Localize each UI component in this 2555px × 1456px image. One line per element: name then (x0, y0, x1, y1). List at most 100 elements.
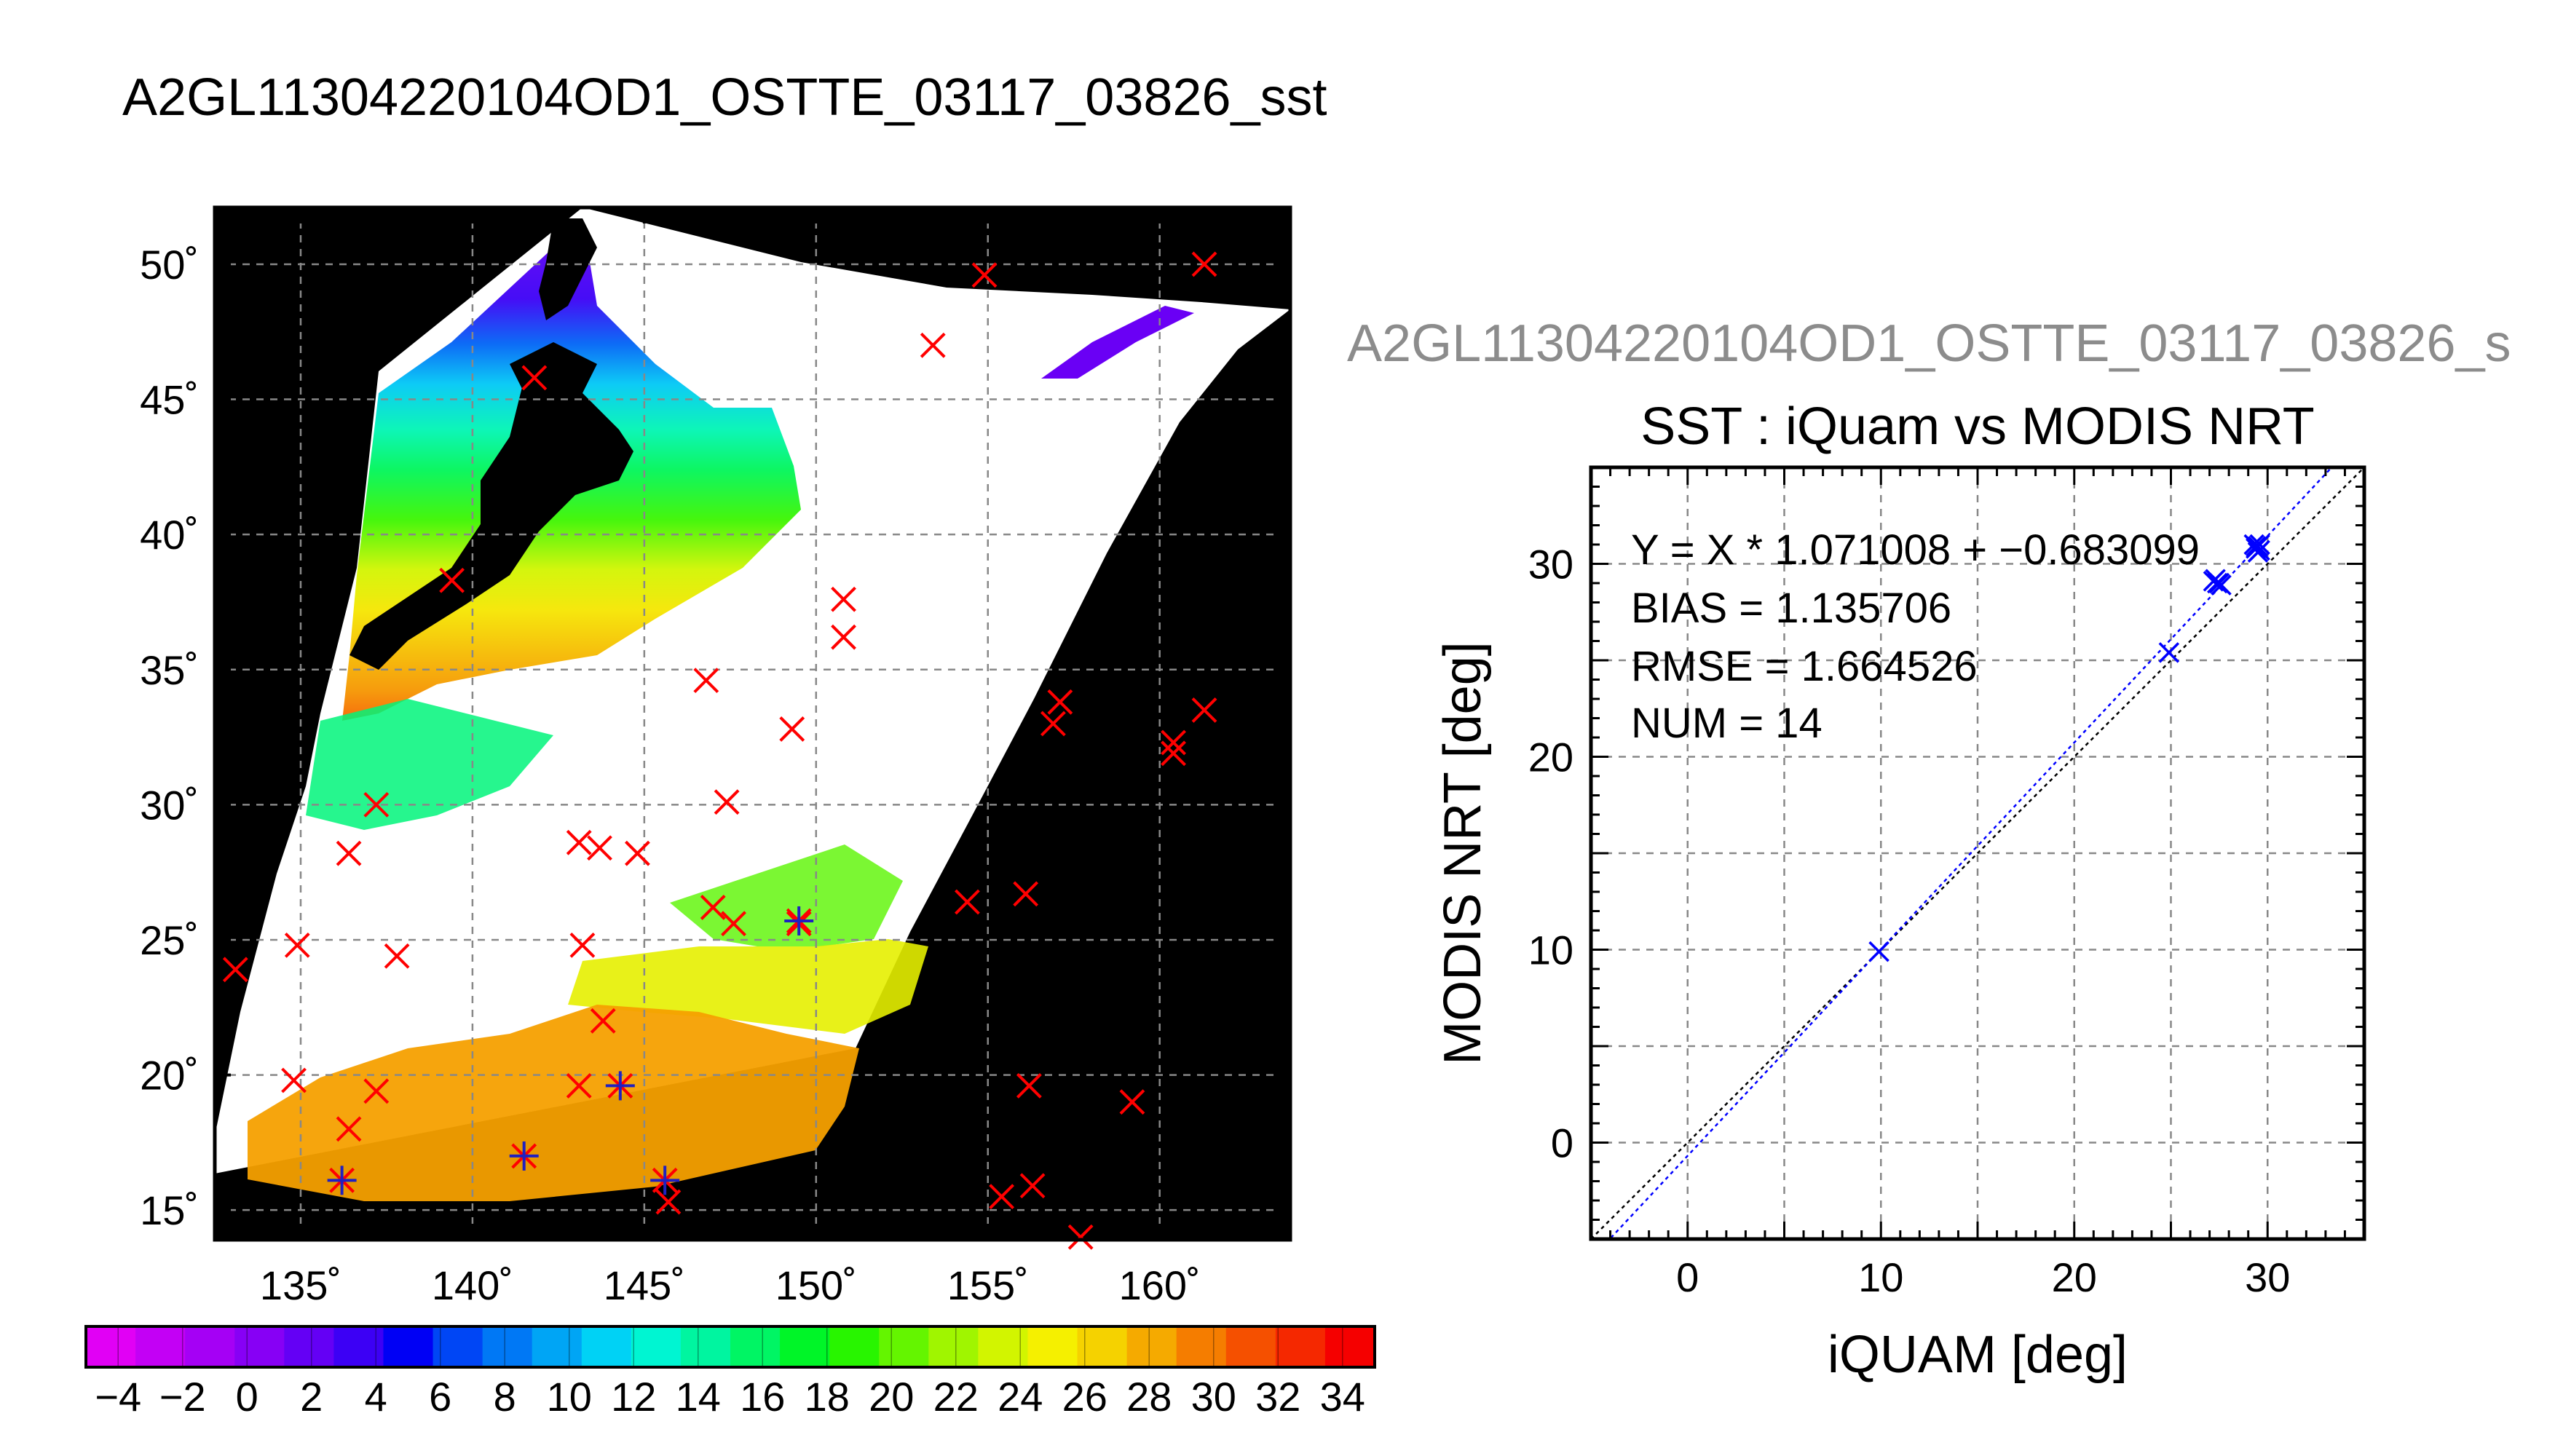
colorbar-cell (1176, 1326, 1227, 1367)
colorbar-cell (333, 1326, 384, 1367)
map-marker-red-x (587, 835, 612, 861)
scatter-points (1868, 534, 2270, 962)
colorbar-cell (135, 1326, 186, 1367)
scatter-title: SST : iQuam vs MODIS NRT (1640, 397, 2315, 456)
colorbar-tick-label: 26 (1062, 1374, 1107, 1420)
colorbar-cell (433, 1326, 483, 1367)
map-marker-blue-star (605, 1071, 635, 1101)
colorbar-tick-label: 22 (933, 1374, 979, 1420)
scatter-point (2158, 642, 2180, 663)
colorbar-frame (84, 1325, 1376, 1369)
map-marker-red-x (955, 889, 980, 915)
colorbar-cell (234, 1326, 285, 1367)
map-marker-red-x (521, 365, 548, 391)
scatter-x-tick-label: 30 (2245, 1254, 2290, 1300)
sst-warm-south (248, 1005, 859, 1201)
map-marker-red-x (1047, 689, 1073, 715)
colorbar-tick-label: 34 (1320, 1374, 1365, 1420)
map-marker-red-x (1191, 697, 1217, 723)
colorbar-tick-label: 12 (611, 1374, 656, 1420)
map-marker-red-x (779, 716, 805, 742)
colorbar-cell (631, 1326, 682, 1367)
colorbar-cell (928, 1326, 979, 1367)
colorbar-cell (185, 1326, 235, 1367)
colorbar-cell (1027, 1326, 1078, 1367)
scatter-lines (1591, 467, 2364, 1239)
scatter-ticks: 0 10 20 30 0 10 20 30 (1528, 466, 2366, 1300)
colorbar-cell (730, 1326, 781, 1367)
map-x-tick-label: 145˚ (604, 1262, 685, 1308)
sst-subtropical-band (670, 844, 903, 946)
map-markers (222, 251, 1217, 1250)
map-marker-red-x (693, 668, 719, 694)
colorbar-cell (680, 1326, 731, 1367)
map-y-tick-label: 20˚ (140, 1053, 199, 1099)
map-x-tick-label: 140˚ (432, 1262, 513, 1308)
map-marker-blue-star (784, 906, 814, 935)
colorbar-tick-label: 14 (676, 1374, 721, 1420)
map-marker-red-x (920, 332, 946, 358)
scatter-annotations: Y = X * 1.071008 + −0.683099 BIAS = 1.13… (1631, 526, 2200, 747)
map-marker-red-x (625, 840, 650, 866)
map-marker-red-x (336, 840, 362, 866)
scatter-y-tick-label: 30 (1528, 542, 1573, 587)
scatter-point (2208, 572, 2230, 594)
map-marker-red-x (1161, 729, 1186, 756)
scatter-x-tick-label: 20 (2052, 1254, 2097, 1300)
one-to-one-line (1591, 467, 2364, 1239)
map-marker-blue-star (327, 1166, 357, 1195)
map-marker-red-x (714, 789, 740, 815)
map-marker-red-x (721, 911, 746, 937)
colorbar-tick-label: 8 (494, 1374, 516, 1420)
map-x-tick-label: 150˚ (775, 1262, 857, 1308)
map-x-tick-label: 135˚ (260, 1262, 341, 1308)
scatter-gridlines (1591, 467, 2364, 1239)
colorbar-cell (1324, 1326, 1375, 1367)
colorbar-cell (86, 1326, 136, 1367)
map-marker-red-x (363, 791, 390, 818)
scatter-point (1868, 941, 1889, 962)
map-marker-red-x (439, 567, 465, 593)
land-sakhalin (539, 218, 597, 320)
map-y-tick-label: 15˚ (140, 1187, 199, 1233)
map-marker-blue-star (650, 1166, 680, 1195)
map-marker-red-x (566, 829, 592, 855)
colorbar-cell (1275, 1326, 1326, 1367)
colorbar-tick-label: 0 (236, 1374, 258, 1420)
map-marker-red-x (655, 1189, 682, 1215)
map-marker-red-x (590, 1008, 616, 1034)
colorbar-tick-label: 18 (805, 1374, 850, 1420)
colorbar-tick-label: 32 (1255, 1374, 1300, 1420)
sst-scatter: SST : iQuam vs MODIS NRT 0 10 20 300102030 … (1434, 397, 2366, 1384)
colorbar-tick-label: 2 (300, 1374, 323, 1420)
colorbar-tick-label: 10 (547, 1374, 592, 1420)
map-marker-red-x (566, 1072, 592, 1099)
colorbar-tick-label: −4 (95, 1374, 141, 1420)
colorbar-cell (581, 1326, 632, 1367)
map-ticks: 135˚ 140˚ 145˚ 150˚ 155˚ 160˚ 50˚ 45˚ 40˚ 35˚ 30˚ 2… (140, 207, 1290, 1308)
colorbar-cell (383, 1326, 434, 1367)
fit-equation: Y = X * 1.071008 + −0.683099 (1631, 526, 2200, 574)
sst-map: 135˚ 140˚ 145˚ 150˚ 155˚ 160˚ 50˚ 45˚ 40˚ 35˚ 30˚ 2… (140, 205, 1292, 1308)
scatter-point (2206, 572, 2228, 594)
map-marker-red-x (831, 586, 856, 612)
map-marker-red-x (1040, 711, 1066, 737)
map-marker-red-x (363, 1078, 390, 1104)
map-marker-red-x (222, 957, 248, 983)
map-marker-red-x (284, 932, 310, 958)
colorbar-tick-label: 16 (740, 1374, 785, 1420)
map-y-tick-label: 30˚ (140, 782, 199, 828)
right-title: A2GL11304220104OD1_OSTTE_03117_03826_s (1347, 314, 2511, 373)
colorbar-tick-label: 20 (869, 1374, 914, 1420)
map-marker-red-x (569, 932, 596, 958)
colorbar-cell (829, 1326, 880, 1367)
map-gridlines (215, 207, 1290, 1240)
map-marker-red-x (989, 1184, 1015, 1210)
colorbar-cell (482, 1326, 533, 1367)
map-marker-red-x (1067, 1224, 1094, 1250)
map-marker-red-x (831, 624, 856, 650)
colorbar-tick-label: 4 (365, 1374, 387, 1420)
colorbar-cell (1225, 1326, 1276, 1367)
land-japan (350, 379, 633, 670)
